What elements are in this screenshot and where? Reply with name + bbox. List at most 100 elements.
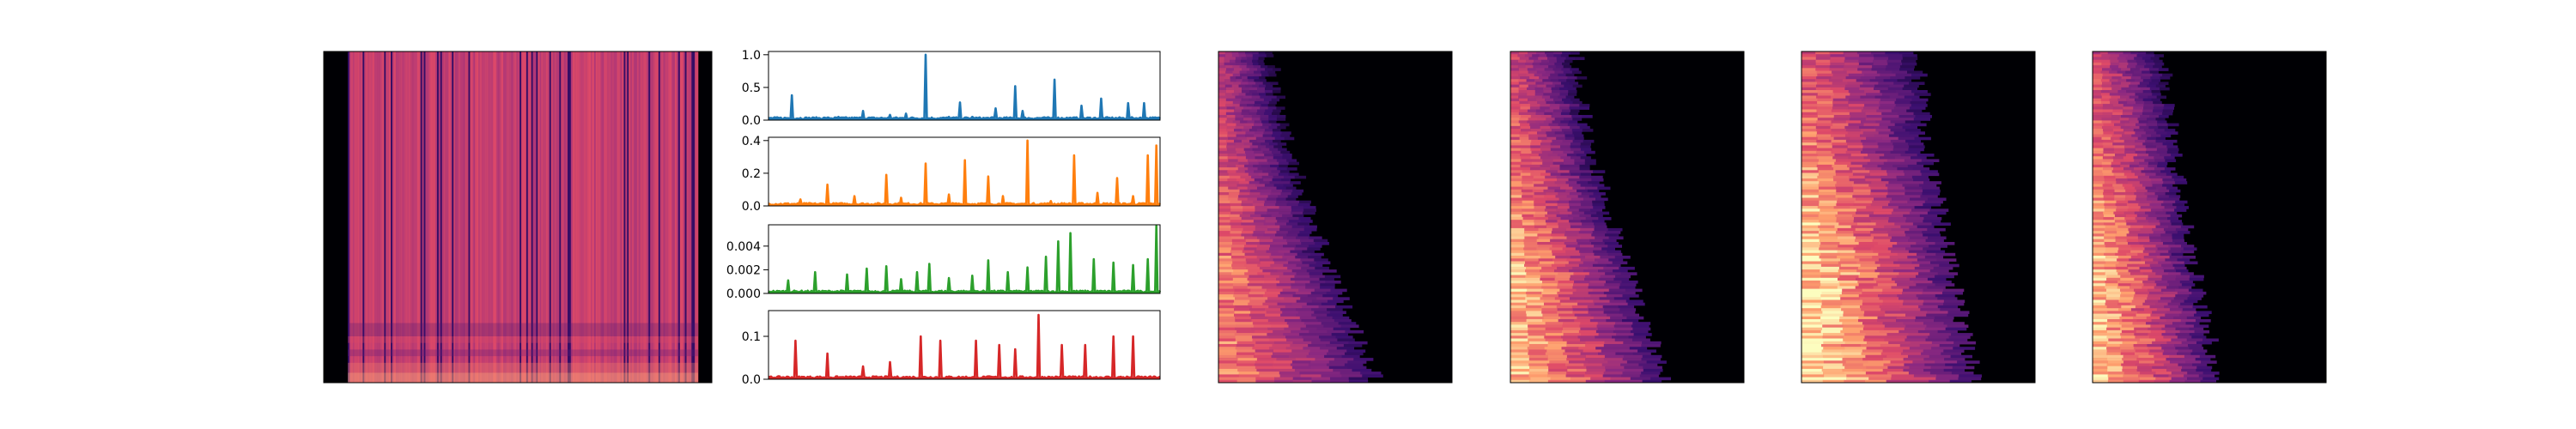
heatmap-cell [2104,178,2117,182]
heatmap-cell [2104,200,2117,204]
heatmap-cell [2105,256,2119,259]
heatmap-cell [1510,291,1527,295]
heatmap-cell [1244,164,1254,168]
heatmap-cell [1229,175,1241,179]
heatmap-cell [1801,186,1820,190]
spectrogram-column [380,51,383,383]
heatmap-cell [1218,324,1236,328]
heatmap-cell [1242,87,1250,91]
heatmap-cell [1232,70,1241,75]
heatmap-cell [1257,236,1271,240]
heatmap-cell [2111,115,2122,118]
heatmap-cell [1218,220,1231,223]
spectrogram-column [357,51,360,383]
heatmap-cell [1615,322,1633,325]
heatmap-cell [1261,142,1270,146]
heatmap-cell [2093,154,2105,157]
heatmap-cell [1934,316,1954,320]
heatmap-cell [1218,341,1238,345]
heatmap-cell [1550,377,1571,381]
heatmap-cell [1591,178,1604,182]
heatmap-cell [1300,239,1315,243]
heatmap-cell [1236,379,1256,384]
heatmap-cell [1261,277,1277,281]
heatmap-cell [1589,239,1604,243]
heatmap-cell [1300,297,1317,300]
heatmap-cell [1246,242,1261,245]
heatmap-cell [2182,308,2196,311]
heatmap-cell [1561,115,1572,118]
heatmap-cell [1561,335,1579,339]
heatmap-cell [1603,358,1624,361]
heatmap-cell [1578,231,1594,234]
heatmap-cell [1232,266,1247,270]
heatmap-cell [2111,164,2121,168]
heatmap-cell [2111,170,2123,173]
heatmap-cell [1510,134,1521,138]
spectrogram-column [478,51,481,383]
heatmap-cell [1532,189,1545,193]
heatmap-cell [1886,59,1902,63]
heatmap-cell [2093,236,2105,240]
heatmap-cell [1866,136,1883,141]
heatmap-cell [1862,131,1880,135]
heatmap-cell [1557,291,1574,295]
heatmap-cell [1541,283,1558,287]
spectrogram-column [400,51,403,383]
spectrogram-column [458,51,461,383]
spectrogram-column [615,51,617,383]
heatmap-cell [1823,347,1845,350]
heatmap-cell [1218,68,1227,71]
heatmap-cell [1560,172,1571,177]
heatmap-cell [1510,363,1529,367]
heatmap-cell [2155,250,2169,254]
heatmap-cell [1902,87,1917,91]
heatmap-cell [1232,73,1241,77]
heatmap-cell [1880,344,1901,347]
heatmap-cell [2134,275,2149,279]
heatmap-cell [1571,305,1589,309]
heatmap-cell [1880,167,1898,171]
heatmap-cell [1225,112,1235,116]
spectrogram-column [374,51,377,383]
heatmap-cell [1248,302,1263,306]
heatmap-cell [1574,319,1591,323]
heatmap-cell [1537,242,1552,245]
heatmap-cell [2103,167,2114,171]
heatmap-cell [1256,90,1266,94]
heatmap-cell [1887,125,1904,130]
heatmap-cell [1283,236,1297,240]
heatmap-cell [1552,109,1563,113]
heatmap-cell [2112,156,2124,160]
heatmap-cell [2147,136,2157,141]
heatmap-cell [2147,84,2157,88]
heatmap-cell [1837,250,1856,254]
heatmap-cell [1510,236,1525,240]
heatmap-cell [1268,115,1278,118]
heatmap-cell [1882,115,1900,118]
heatmap-cell [1549,360,1570,364]
heatmap-cell [1265,299,1282,304]
heatmap-cell [1903,358,1924,361]
heatmap-cell [1234,90,1242,94]
heatmap-cell [1267,70,1276,75]
heatmap-cell [1565,245,1581,248]
heatmap-cell [1550,73,1558,77]
heatmap-cell [1897,79,1911,82]
heatmap-cell [1801,319,1821,323]
heatmap-cell [1624,368,1644,372]
heatmap-cell [1218,184,1229,187]
heatmap-cell [1580,236,1595,240]
heatmap-cell [2165,159,2177,162]
heatmap-cell [1556,59,1565,63]
heatmap-cell [2093,68,2103,71]
heatmap-cell [1536,70,1546,75]
heatmap-cell [1510,206,1523,209]
heatmap-cell [2136,197,2148,202]
heatmap-cell [2121,329,2137,334]
heatmap-cell [1528,374,1548,378]
heatmap-cell [2117,79,2127,82]
heatmap-cell [1510,125,1522,130]
heatmap-cell [1520,106,1531,110]
heatmap-cell [2189,347,2204,350]
